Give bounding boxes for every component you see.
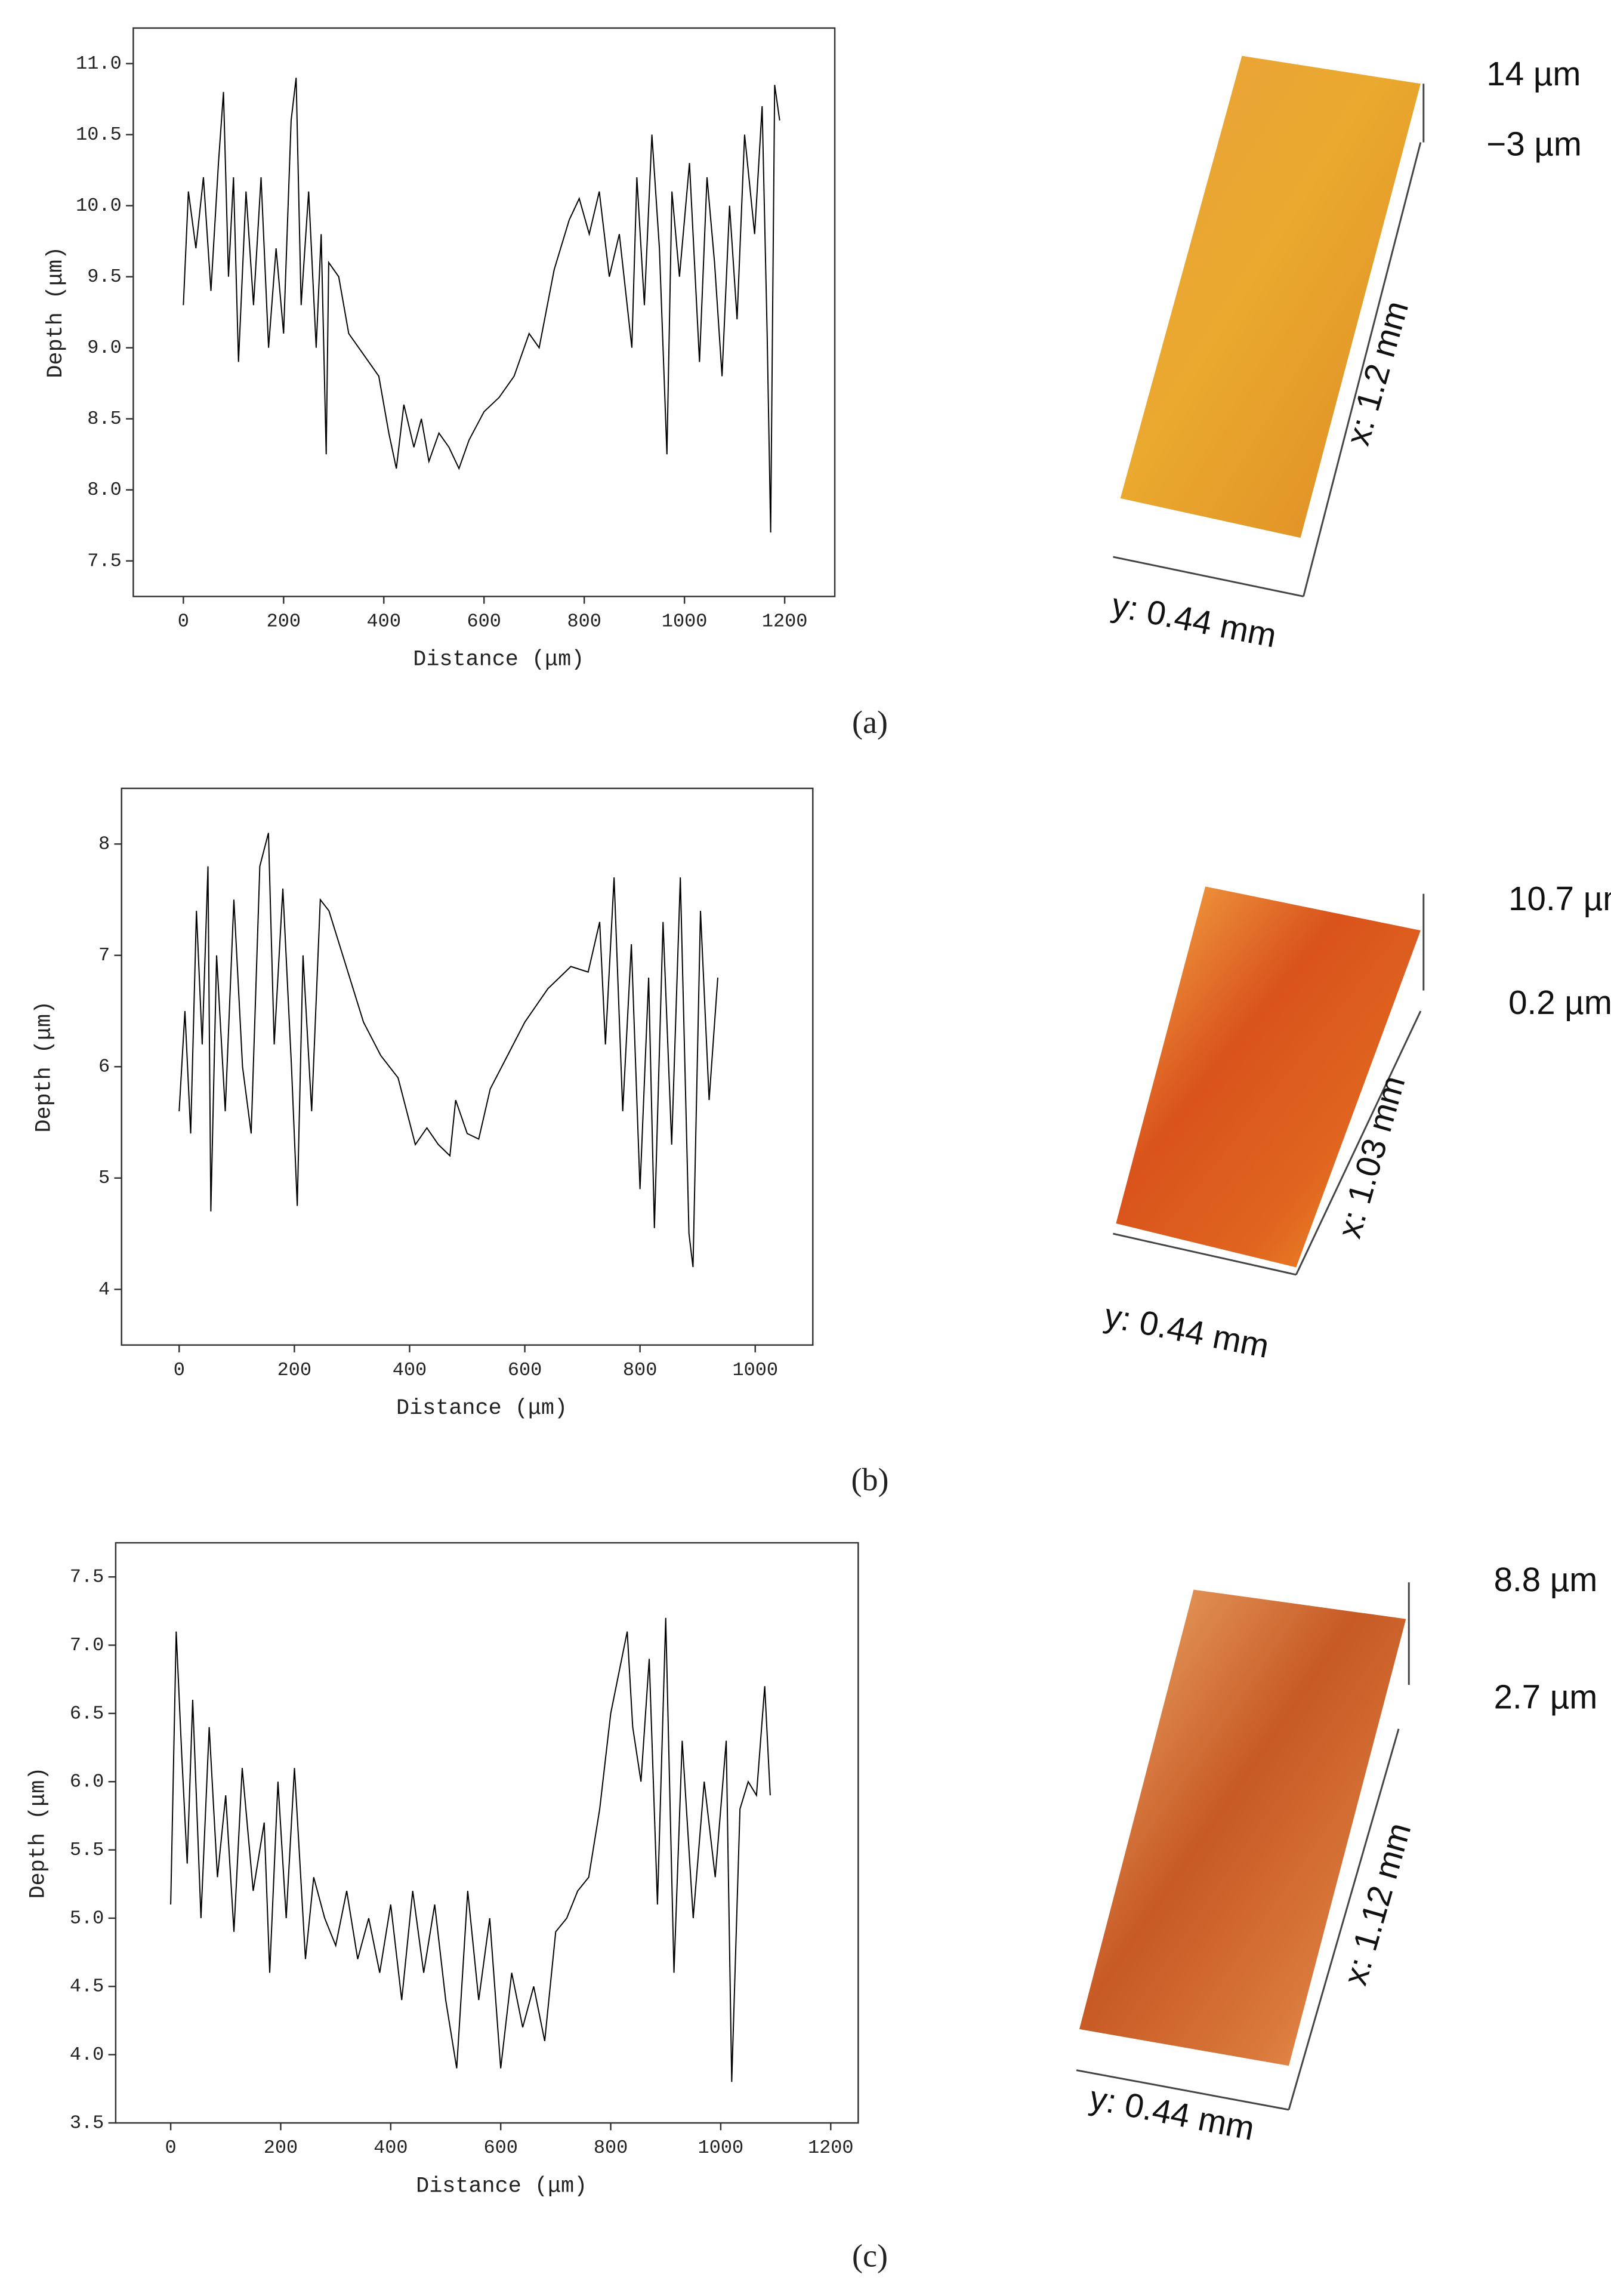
plot-frame (121, 787, 814, 1346)
x-tick-label: 400 (393, 1359, 427, 1381)
y-tick-label: 4.0 (70, 2044, 104, 2066)
y-axis-title: Depth (μm) (44, 246, 69, 378)
y-tick-label: 10.0 (76, 195, 122, 217)
y-tick-label: 7.5 (87, 550, 121, 572)
x-tick-label: 800 (623, 1359, 657, 1381)
y-tick-label: 6 (98, 1056, 110, 1078)
y-tick-label: 5 (98, 1167, 110, 1189)
y-tick-label: 7 (98, 944, 110, 966)
y-tick-label: 8.0 (87, 479, 121, 501)
surface-label: 10.7 µm (1508, 880, 1611, 917)
x-axis-title: Distance (μm) (413, 648, 584, 673)
x-tick-label: 600 (483, 2137, 517, 2159)
surface-axis (1113, 1232, 1297, 1276)
y-tick-label: 4.5 (70, 1976, 104, 1998)
x-tick-label: 600 (467, 611, 501, 633)
panel-label: (c) (852, 2238, 888, 2274)
x-axis-title: Distance (μm) (416, 2174, 587, 2199)
y-axis-title: Depth (μm) (32, 1001, 57, 1133)
x-tick-label: 1200 (762, 611, 808, 633)
surface-label: y: 0.44 mm (1101, 1296, 1272, 1365)
surface-axis (1076, 2069, 1289, 2111)
surface-label: 0.2 µm (1508, 984, 1611, 1021)
surface-label: 2.7 µm (1494, 1678, 1598, 1716)
y-tick-label: 5.0 (70, 1907, 104, 1929)
panel-label: (a) (852, 704, 888, 740)
x-tick-label: 1000 (732, 1359, 778, 1381)
surface-axis (1113, 556, 1304, 597)
x-tick-label: 0 (174, 1359, 185, 1381)
plot-frame (115, 1542, 859, 2124)
y-tick-label: 11.0 (76, 53, 122, 75)
y-axis-title: Depth (μm) (26, 1767, 51, 1899)
y-tick-label: 9.5 (87, 266, 121, 288)
plot-frame (132, 27, 836, 597)
surface-map (1120, 56, 1421, 538)
x-tick-label: 200 (264, 2137, 298, 2159)
surface-map (1116, 886, 1421, 1268)
y-tick-label: 3.5 (70, 2112, 104, 2134)
surface-label: 8.8 µm (1494, 1561, 1598, 1598)
x-tick-label: 1000 (662, 611, 708, 633)
surface-axis (1303, 142, 1422, 597)
x-tick-label: 200 (267, 611, 301, 633)
surface-axis (1288, 1728, 1400, 2110)
x-tick-label: 200 (277, 1359, 311, 1381)
x-tick-label: 0 (165, 2137, 177, 2159)
y-tick-label: 8 (98, 833, 110, 855)
y-tick-label: 6.0 (70, 1771, 104, 1793)
surface-label: y: 0.44 mm (1109, 585, 1279, 654)
surface-axis (1295, 1010, 1422, 1275)
x-axis-title: Distance (μm) (396, 1396, 567, 1421)
x-tick-label: 800 (567, 611, 601, 633)
y-tick-label: 7.5 (70, 1566, 104, 1588)
x-tick-label: 800 (594, 2137, 628, 2159)
y-tick-label: 9.0 (87, 337, 121, 359)
profile-line (170, 1617, 771, 2082)
x-tick-label: 400 (374, 2137, 408, 2159)
profile-line (183, 78, 780, 533)
y-tick-label: 4 (98, 1278, 110, 1300)
panel-label: (b) (851, 1462, 889, 1497)
x-tick-label: 1200 (808, 2137, 854, 2159)
y-tick-label: 7.0 (70, 1634, 104, 1656)
y-tick-label: 5.5 (70, 1839, 104, 1861)
x-tick-label: 400 (367, 611, 401, 633)
x-tick-label: 600 (508, 1359, 542, 1381)
x-tick-label: 0 (178, 611, 189, 633)
surface-map (1079, 1589, 1406, 2066)
y-tick-label: 6.5 (70, 1702, 104, 1724)
y-tick-label: 10.5 (76, 124, 122, 146)
y-tick-label: 8.5 (87, 408, 121, 430)
surface-label: −3 µm (1486, 125, 1582, 163)
surface-label: 14 µm (1486, 55, 1581, 93)
x-tick-label: 1000 (698, 2137, 744, 2159)
profile-line (178, 833, 718, 1268)
